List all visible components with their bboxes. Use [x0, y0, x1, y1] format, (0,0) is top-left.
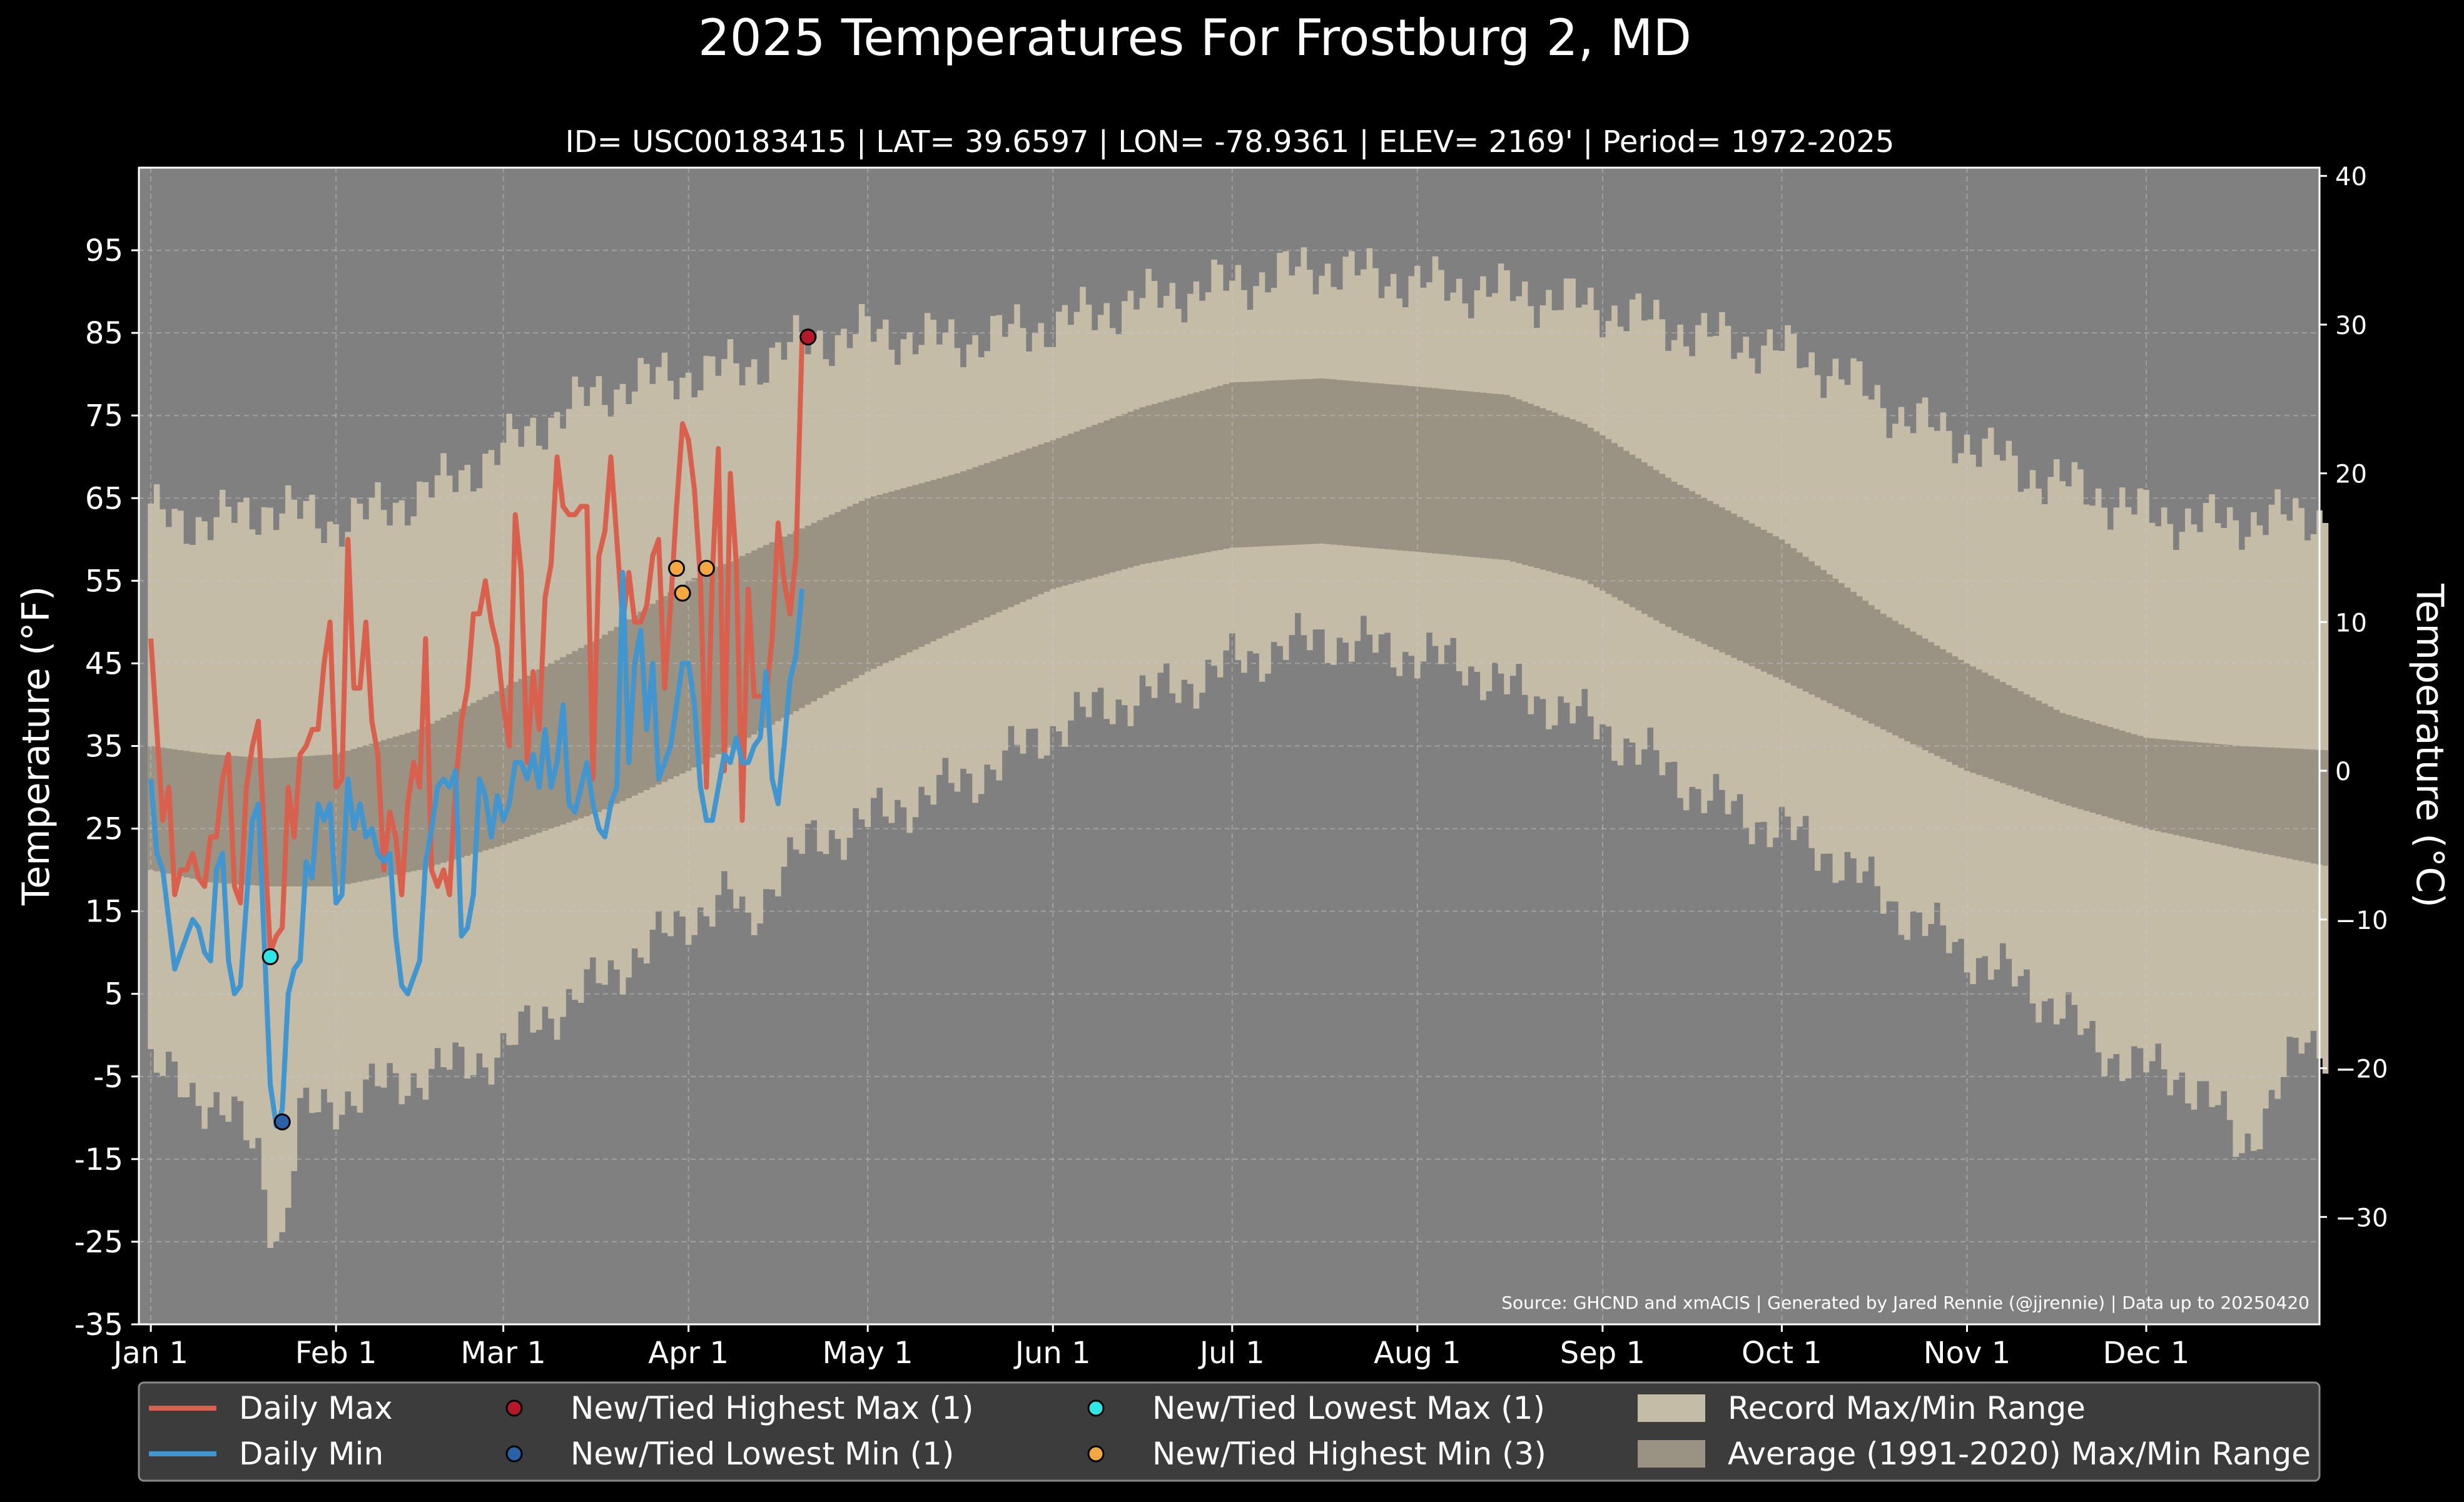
- y-tick-label: 15: [85, 895, 123, 930]
- legend-label: Average (1991-2020) Max/Min Range: [1728, 1436, 2311, 1472]
- legend-marker-swatch: [505, 1399, 523, 1417]
- y-tick-label: 95: [85, 233, 123, 268]
- chart-subtitle: ID= USC00183415 | LAT= 39.6597 | LON= -7…: [565, 124, 1895, 160]
- y2-tick-label: −10: [2335, 906, 2388, 935]
- x-tick-label: Apr 1: [648, 1336, 729, 1371]
- y-tick-label: 65: [85, 481, 123, 516]
- legend-marker-swatch: [1087, 1399, 1105, 1417]
- y-tick-label: -15: [74, 1142, 123, 1177]
- record-low-max-marker: [261, 948, 279, 965]
- y2-tick-label: −20: [2335, 1055, 2388, 1084]
- legend-label: New/Tied Lowest Max (1): [1152, 1390, 1545, 1426]
- legend-label: New/Tied Lowest Min (1): [570, 1436, 954, 1472]
- record-high-min-marker: [697, 560, 715, 577]
- legend-label: Record Max/Min Range: [1728, 1390, 2086, 1426]
- x-tick-label: May 1: [823, 1336, 913, 1371]
- daily-max-line: [148, 331, 810, 955]
- record-high-min-marker: [668, 560, 686, 577]
- y-tick-label: 45: [85, 646, 123, 681]
- x-tick-label: Jul 1: [1198, 1336, 1265, 1371]
- x-tick-label: Jan 1: [111, 1336, 188, 1371]
- record-high-min-marker: [674, 584, 691, 602]
- y-tick-label: 5: [104, 977, 123, 1012]
- daily-min-line: [148, 570, 805, 1129]
- x-tick-label: Mar 1: [460, 1336, 545, 1371]
- legend-marker-swatch: [1087, 1445, 1105, 1463]
- y-tick-label: -5: [93, 1060, 123, 1095]
- y-axis-label: Temperature (°F): [14, 586, 58, 906]
- x-tick-label: Feb 1: [295, 1336, 377, 1371]
- y-tick-label: 55: [85, 564, 123, 599]
- x-tick-label: Oct 1: [1742, 1336, 1822, 1371]
- x-tick-label: Sep 1: [1560, 1336, 1645, 1371]
- y2-tick-label: −30: [2335, 1204, 2388, 1232]
- y-tick-label: 35: [85, 729, 123, 764]
- y-tick-label: 25: [85, 812, 123, 847]
- legend-patch-swatch: [1638, 1440, 1705, 1468]
- y-tick-label: 75: [85, 398, 123, 434]
- x-tick-label: Nov 1: [1924, 1336, 2010, 1371]
- legend-patch-swatch: [1638, 1394, 1705, 1422]
- average-max-min-band: [148, 378, 2329, 886]
- record-high-max-marker: [799, 328, 817, 346]
- y-tick-label: 85: [85, 316, 123, 351]
- y2-tick-label: 30: [2335, 312, 2367, 340]
- y2-tick-label: 10: [2335, 609, 2367, 637]
- legend-box: [138, 1381, 2321, 1482]
- y-tick-label: -25: [74, 1225, 123, 1260]
- legend-label: New/Tied Highest Max (1): [570, 1390, 974, 1426]
- x-tick-label: Jun 1: [1013, 1336, 1091, 1371]
- y2-tick-label: 40: [2335, 163, 2367, 191]
- y2-tick-label: 20: [2335, 460, 2367, 489]
- x-tick-label: Aug 1: [1374, 1336, 1461, 1371]
- y-tick-label: -35: [74, 1307, 123, 1342]
- legend-label: New/Tied Highest Min (3): [1152, 1436, 1546, 1472]
- source-note: Source: GHCND and xmACIS | Generated by …: [1501, 1292, 2309, 1313]
- y2-tick-label: 0: [2335, 758, 2351, 786]
- chart-title: 2025 Temperatures For Frostburg 2, MD: [698, 9, 1691, 67]
- x-tick-label: Dec 1: [2103, 1336, 2190, 1371]
- legend-label: Daily Max: [239, 1390, 393, 1426]
- y2-axis-label: Temperature (°C): [2408, 583, 2451, 908]
- legend-label: Daily Min: [239, 1436, 383, 1472]
- record-low-min-marker: [273, 1113, 291, 1130]
- legend-marker-swatch: [505, 1445, 523, 1463]
